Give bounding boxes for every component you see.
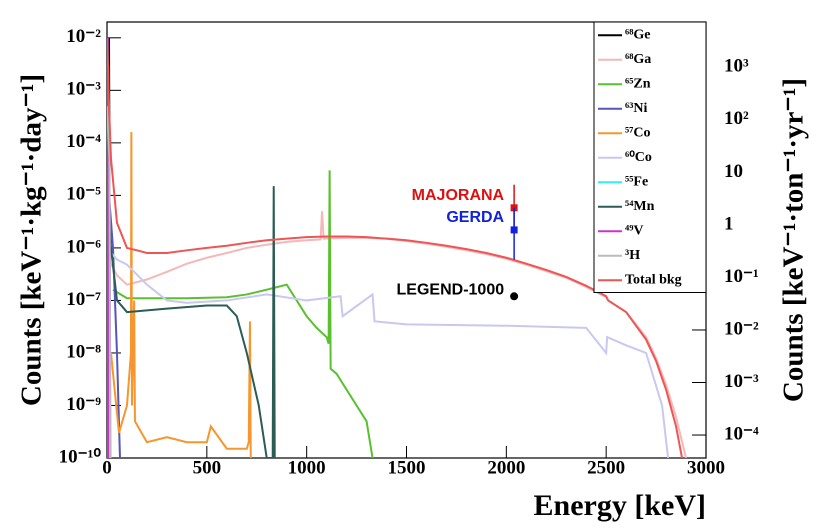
legend-label: ⁵⁵Fe bbox=[625, 174, 648, 189]
y-tick-label: 10⁻⁸ bbox=[66, 341, 101, 362]
legend-label: ⁶³Ni bbox=[625, 101, 648, 116]
x-tick-label: 0 bbox=[102, 457, 112, 478]
series-line bbox=[107, 186, 276, 458]
legend-label: ³H bbox=[625, 248, 640, 263]
marker bbox=[510, 226, 518, 234]
y-tick-label: 10⁻³ bbox=[66, 79, 101, 100]
y2-tick-label: 10⁻³ bbox=[724, 371, 759, 392]
y-tick-label: 10⁻⁵ bbox=[66, 184, 101, 205]
y-tick-label: 10⁻⁶ bbox=[66, 236, 101, 257]
y-tick-label: 10⁻² bbox=[66, 26, 101, 47]
x-tick-label: 2500 bbox=[587, 457, 625, 478]
y-tick-label: 10⁻⁴ bbox=[66, 131, 101, 152]
x-axis-label: Energy [keV] bbox=[534, 489, 706, 522]
y2-tick-label: 10⁻² bbox=[724, 318, 759, 339]
legend-label: ⁵⁴Mn bbox=[625, 199, 655, 214]
legend-label: Total bkg bbox=[625, 272, 682, 287]
y2-tick-label: 10 bbox=[724, 161, 743, 182]
marker bbox=[510, 292, 519, 301]
y-tick-label: 10⁻¹⁰ bbox=[59, 446, 102, 467]
legend-label: ⁶⁰Co bbox=[625, 150, 652, 165]
legend-label: ⁶⁵Zn bbox=[625, 76, 651, 91]
plot-area bbox=[107, 37, 688, 458]
marker-label: MAJORANA bbox=[412, 187, 505, 204]
legend-label: ⁶⁸Ga bbox=[625, 52, 651, 67]
y2-axis-label: Counts [keV⁻¹·ton⁻¹·yr⁻¹] bbox=[778, 78, 810, 402]
series-line bbox=[112, 170, 374, 458]
series-line bbox=[107, 37, 684, 458]
y-tick-label: 10⁻⁹ bbox=[66, 394, 101, 415]
y2-tick-label: 10⁻⁴ bbox=[724, 423, 759, 444]
legend-label: ⁵⁷Co bbox=[625, 125, 651, 140]
y2-tick-label: 10² bbox=[724, 108, 749, 129]
series-line bbox=[107, 106, 112, 458]
series-line bbox=[109, 132, 252, 458]
x-tick-label: 500 bbox=[193, 457, 222, 478]
series-line bbox=[107, 247, 670, 458]
marker-label: GERDA bbox=[446, 209, 504, 226]
y2-tick-label: 10³ bbox=[724, 56, 749, 77]
marker-label: LEGEND-1000 bbox=[397, 281, 505, 298]
x-tick-label: 2000 bbox=[487, 457, 525, 478]
series-line bbox=[107, 37, 109, 458]
legend-label: ⁴⁹V bbox=[625, 223, 644, 238]
y2-tick-label: 10⁻¹ bbox=[724, 266, 759, 287]
legend-label: ⁶⁸Ge bbox=[625, 27, 651, 42]
y2-tick-label: 1 bbox=[724, 213, 734, 234]
x-tick-label: 3000 bbox=[687, 457, 725, 478]
y-tick-label: 10⁻⁷ bbox=[66, 289, 101, 310]
y-axis-label: Counts [keV⁻¹·kg⁻¹·day⁻¹] bbox=[16, 74, 48, 406]
x-tick-label: 1000 bbox=[288, 457, 326, 478]
x-tick-label: 1500 bbox=[388, 457, 426, 478]
